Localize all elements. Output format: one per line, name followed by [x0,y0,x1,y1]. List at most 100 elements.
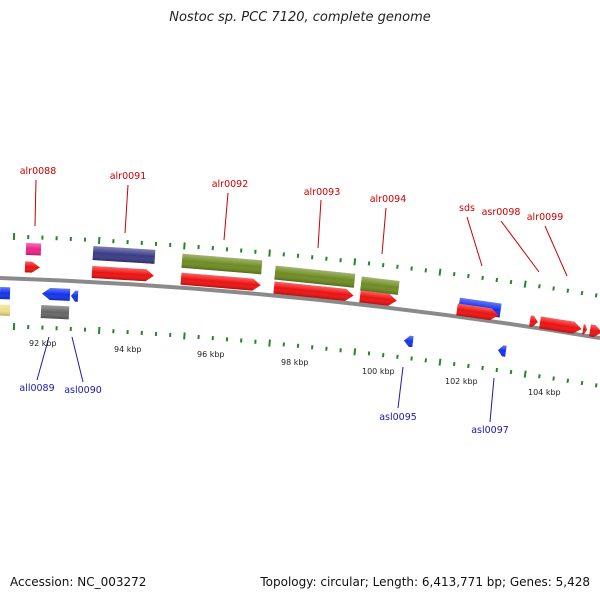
leader-line [36,336,50,381]
tick-mark-bottom [367,351,371,356]
leader-line [544,225,568,277]
tick-mark-bottom [523,370,527,378]
tick-mark-top [268,249,271,257]
tick-mark-bottom [481,365,484,371]
gene-box-alr0094 [360,276,400,295]
gene-label-sds: sds [459,203,475,214]
gene-box-left-edge [0,287,11,300]
tick-mark-bottom [41,325,44,330]
tick-label: 102 kbp [445,377,478,386]
genome-backbone [0,276,600,340]
leader-line [500,220,540,273]
gene-label-alr0094: alr0094 [370,194,407,205]
tick-mark-top [325,256,328,261]
tick-mark-top [594,293,598,298]
tick-mark-top [154,241,158,246]
tick-mark-bottom [140,330,143,336]
tick-mark-top [140,240,143,246]
tick-label: 98 kbp [281,358,309,367]
gene-box-alr0091 [92,246,156,264]
leader-line [71,336,84,383]
tick-mark-bottom [83,327,87,332]
tick-label: 94 kbp [114,345,142,354]
tick-mark-top [311,255,314,260]
tick-mark-top [98,236,101,244]
tick-mark-top [41,235,44,240]
tick-mark-top [580,290,584,296]
gene-box-all0089 [40,305,70,320]
tick-mark-top [112,239,115,244]
label-leader-lines [34,179,568,423]
cds-arrow-edge [589,324,600,338]
leader-line [466,216,483,267]
cds-arrow-alr0099 [539,316,582,334]
tick-mark-bottom [509,369,513,375]
tick-mark-top [552,286,555,291]
gene-label-alr0099: alr0099 [527,212,564,223]
tick-mark-bottom [538,374,541,379]
tick-mark-top [396,264,399,269]
leader-line [397,366,404,409]
leader-line [489,377,495,423]
tick-mark-bottom [339,348,342,353]
tick-label: 100 kbp [362,367,395,376]
tick-mark-top [509,279,513,285]
map-title: Nostoc sp. PCC 7120, complete genome [169,10,431,25]
cds-arrow-small [582,324,587,335]
leader-line [34,179,37,227]
leader-line [381,207,387,255]
tick-mark-bottom [112,329,115,334]
tick-mark-top [126,240,129,245]
tick-mark-top [83,237,87,242]
tick-mark-bottom [268,339,271,347]
tick-mark-bottom [452,361,456,367]
tick-mark-top [523,280,527,288]
leader-line [124,184,129,234]
tick-mark-bottom [282,342,285,347]
tick-mark-bottom [495,367,499,373]
tick-mark-top [254,249,257,254]
cds-arrow-alr0094 [359,290,397,306]
gene-box-alr0088 [25,242,42,256]
cds-arrow-asl0095 [403,335,414,348]
tick-mark-bottom [183,332,186,340]
tick-mark-top [538,284,541,289]
tick-mark-top [296,253,300,258]
genome-summary-text: Topology: circular; Length: 6,413,771 bp… [260,575,590,589]
tick-mark-top [27,234,30,240]
tick-mark-top [495,277,499,283]
tick-mark-bottom [27,324,30,330]
tick-mark-bottom [154,331,158,336]
tick-mark-top [197,244,200,250]
leader-line [317,199,322,249]
tick-mark-top [69,236,72,241]
gene-features [0,242,600,357]
tick-mark-top [381,262,385,268]
tick-mark-bottom [197,334,200,340]
cds-arrow-asl0097 [498,345,507,357]
tick-mark-bottom [552,376,555,381]
tick-mark-top [566,288,570,293]
tick-mark-bottom [225,337,229,342]
tick-mark-top [211,246,214,251]
cds-arrow-asr0098 [529,315,538,327]
gene-label-asl0097: asl0097 [471,425,509,436]
tick-mark-top [367,261,371,266]
tick-mark-bottom [410,356,413,361]
tick-mark-bottom [467,363,470,369]
gene-label-alr0091: alr0091 [110,171,147,182]
gene-label-alr0093: alr0093 [304,187,341,198]
tick-mark-bottom [55,326,58,331]
tick-mark-top [339,258,342,263]
tick-marks [12,232,598,388]
gene-label-all0089: all0089 [19,383,54,394]
gene-label-asr0098: asr0098 [482,207,521,218]
tick-mark-top [452,271,456,277]
tick-label: 96 kbp [197,350,225,359]
gene-label-alr0092: alr0092 [212,179,249,190]
cds-arrow-alr0088 [24,261,40,273]
tick-mark-bottom [381,352,385,358]
gene-label-asl0090: asl0090 [64,385,102,396]
